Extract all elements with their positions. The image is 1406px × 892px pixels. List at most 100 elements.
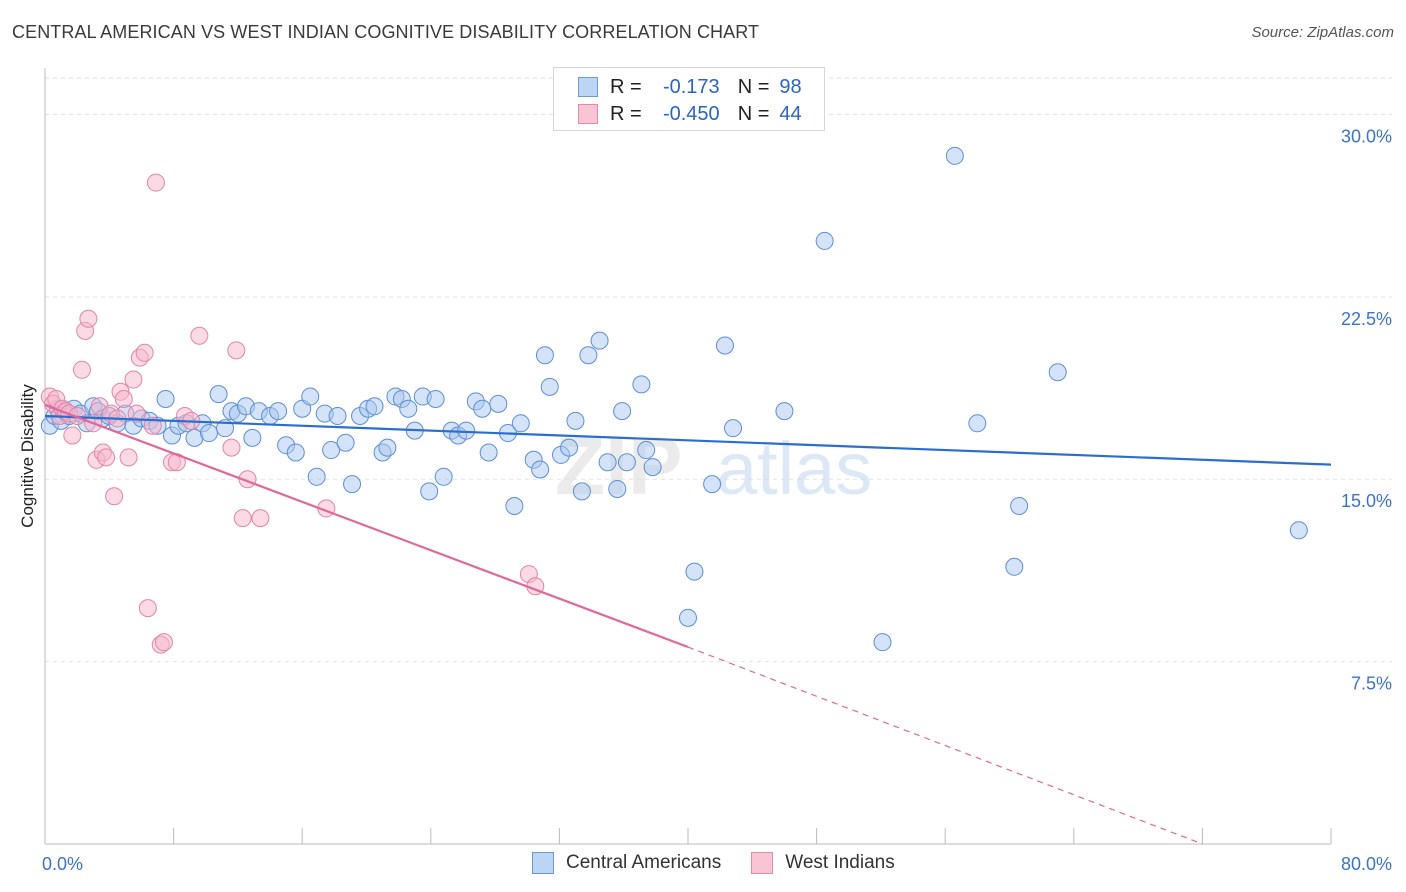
legend-n-label: N = <box>737 102 770 125</box>
x-tick-label: 0.0% <box>42 854 83 874</box>
west-indian-trend-extension <box>687 646 1203 845</box>
central-american-point <box>505 496 524 515</box>
west-indian-point <box>138 599 157 618</box>
central-american-point <box>617 453 636 472</box>
legend-n-value-1: 98 <box>779 75 802 98</box>
central-american-point <box>426 389 445 408</box>
west-indian-point <box>154 633 173 652</box>
west-indian-point <box>79 309 98 328</box>
central-american-point <box>1048 363 1067 382</box>
central-american-point <box>511 414 530 433</box>
central-american-point <box>579 346 598 365</box>
central-american-point <box>945 146 964 165</box>
central-american-point <box>598 453 617 472</box>
legend-item-central-americans[interactable]: Central Americans <box>532 852 721 874</box>
central-american-point <box>286 443 305 462</box>
central-american-point <box>322 441 341 460</box>
y-axis-label: Cognitive Disability <box>18 384 37 528</box>
central-american-point <box>489 394 508 413</box>
west-indian-point <box>222 438 241 457</box>
west-indian-point <box>135 343 154 362</box>
central-american-point <box>566 411 585 430</box>
legend-n-label: N = <box>737 75 770 98</box>
west-indian-point <box>227 341 246 360</box>
data-points <box>40 146 1308 654</box>
stats-legend: R = -0.173 N = 98 R = -0.450 N = 44 <box>553 67 825 131</box>
central-american-point <box>535 346 554 365</box>
west-indian-trend-line <box>44 404 689 649</box>
axes <box>44 68 1332 845</box>
central-american-point <box>336 433 355 452</box>
central-american-point <box>473 399 492 418</box>
central-american-point <box>703 475 722 494</box>
central-american-point <box>243 428 262 447</box>
central-american-point <box>608 479 627 498</box>
legend-r-value-2: -0.450 <box>662 102 720 125</box>
central-american-point <box>399 399 418 418</box>
central-american-point <box>343 475 362 494</box>
central-american-point <box>724 419 743 438</box>
central-american-point <box>434 467 453 486</box>
central-american-point <box>679 608 697 627</box>
west-indian-point <box>72 360 91 379</box>
west-indian-point <box>114 389 133 408</box>
series-legend: Central Americans West Indians <box>532 852 925 874</box>
central-american-point <box>613 402 632 421</box>
legend-swatch-blue <box>532 852 554 874</box>
legend-r-value-1: -0.173 <box>662 75 720 98</box>
central-american-point <box>479 443 498 462</box>
tick-labels: 7.5% 15.0% 22.5% 30.0% 0.0% 80.0% <box>42 126 1392 874</box>
central-american-point <box>715 336 734 355</box>
trend-lines <box>44 404 1332 845</box>
y-tick-label: 7.5% <box>1351 674 1392 694</box>
central-american-point <box>531 460 550 479</box>
central-american-point <box>540 377 559 396</box>
legend-swatch-blue <box>578 77 598 97</box>
legend-r-label: R = <box>610 75 642 98</box>
watermark-atlas: atlas <box>716 427 872 510</box>
west-indian-point <box>143 416 162 435</box>
source-label: Source: ZipAtlas.com <box>1251 24 1394 41</box>
west-indian-point <box>251 509 270 528</box>
central-american-point <box>378 438 397 457</box>
legend-label-central-americans: Central Americans <box>566 852 722 873</box>
central-american-point <box>637 441 656 460</box>
central-american-point <box>560 438 579 457</box>
central-american-point <box>775 402 794 421</box>
central-american-point <box>156 389 175 408</box>
legend-r-label: R = <box>610 102 642 125</box>
west-indian-point <box>105 487 124 506</box>
y-tick-label: 15.0% <box>1341 491 1392 511</box>
central-american-point <box>1289 521 1308 540</box>
watermark-zip: ZIP <box>555 421 683 512</box>
y-tick-label: 22.5% <box>1341 309 1392 329</box>
central-american-point <box>643 458 662 477</box>
central-american-trend-line <box>44 414 1332 466</box>
west-indian-point <box>119 448 138 467</box>
central-american-point <box>968 414 987 433</box>
grid-lines <box>45 77 1392 663</box>
central-american-point <box>209 385 228 404</box>
west-indian-point <box>127 404 146 423</box>
legend-row-west-indians: R = -0.450 N = 44 <box>578 101 802 127</box>
x-tick-label: 80.0% <box>1341 854 1392 874</box>
central-american-point <box>269 402 288 421</box>
central-american-point <box>1005 557 1024 576</box>
chart-title: CENTRAL AMERICAN VS WEST INDIAN COGNITIV… <box>12 22 760 42</box>
west-indian-point <box>63 426 82 445</box>
central-american-point <box>301 387 320 406</box>
central-american-point <box>365 397 384 416</box>
legend-label-west-indians: West Indians <box>785 852 895 873</box>
legend-item-west-indians[interactable]: West Indians <box>751 852 895 874</box>
legend-swatch-pink <box>578 104 598 124</box>
west-indian-point <box>233 509 252 528</box>
y-tick-label: 30.0% <box>1341 126 1392 146</box>
central-american-point <box>632 375 651 394</box>
west-indian-point <box>146 173 165 192</box>
central-american-point <box>873 633 892 652</box>
legend-n-value-2: 44 <box>779 102 802 125</box>
legend-swatch-pink <box>751 852 774 874</box>
central-american-point <box>457 421 476 440</box>
west-indian-point <box>190 326 209 345</box>
